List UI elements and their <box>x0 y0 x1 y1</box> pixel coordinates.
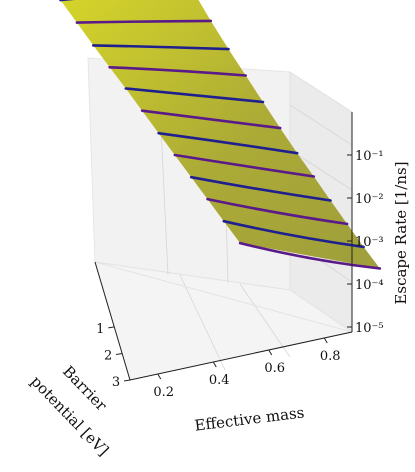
z-tick-label: 10⁻³ <box>355 235 384 250</box>
y-tick-mark <box>108 327 114 328</box>
x-axis-label: Effective mass <box>194 403 306 434</box>
y-tick-label: 1 <box>96 322 104 337</box>
y-tick-label: 2 <box>104 348 112 363</box>
y-tick-label: 3 <box>112 375 120 390</box>
z-tick-label: 10⁻² <box>355 192 384 207</box>
z-tick-label: 10⁻⁴ <box>355 278 384 293</box>
z-tick-label: 10⁻¹ <box>355 149 384 164</box>
x-tick-label: 0.6 <box>264 361 285 376</box>
x-tick-mark <box>158 374 161 379</box>
x-tick-mark <box>324 338 327 343</box>
x-tick-mark <box>269 350 272 355</box>
x-tick-label: 0.8 <box>320 349 341 364</box>
z-axis-label: Escape Rate [1/ns] <box>392 161 410 304</box>
y-tick-mark <box>116 353 122 354</box>
y-tick-mark <box>124 380 130 381</box>
z-tick-label: 10⁻⁵ <box>355 321 384 336</box>
x-tick-mark <box>213 362 216 367</box>
x-tick-label: 0.4 <box>209 373 230 388</box>
x-tick-label: 0.2 <box>153 385 174 400</box>
